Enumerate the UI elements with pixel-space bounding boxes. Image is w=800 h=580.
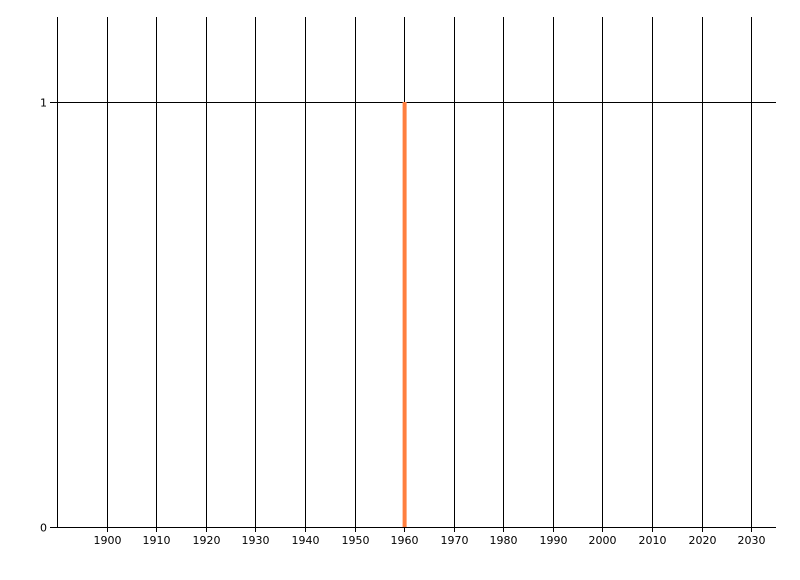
x-tick-label: 1920 (193, 534, 221, 547)
gridlines (50, 17, 776, 532)
y-tick-label: 0 (40, 522, 47, 535)
x-tick-label: 1940 (292, 534, 320, 547)
x-tick-label: 1980 (490, 534, 518, 547)
x-tick-label: 2020 (689, 534, 717, 547)
x-tick-label: 1960 (391, 534, 419, 547)
x-tick-label: 2010 (639, 534, 667, 547)
x-tick-label: 1900 (94, 534, 122, 547)
y-tick-label: 1 (40, 97, 47, 110)
x-tick-label: 1990 (540, 534, 568, 547)
x-tick-label: 2030 (738, 534, 766, 547)
x-tick-label: 1950 (342, 534, 370, 547)
x-tick-labels: 1900 1910 1920 1930 1940 1950 1960 1970 1980 1990… (94, 534, 766, 547)
x-tick-label: 2000 (589, 534, 617, 547)
x-tick-label: 1930 (242, 534, 270, 547)
y-tick-labels: 01 (40, 97, 47, 535)
x-tick-label: 1970 (441, 534, 469, 547)
bars (402, 102, 407, 527)
x-tick-label: 1910 (143, 534, 171, 547)
bar-1960 (402, 102, 407, 527)
